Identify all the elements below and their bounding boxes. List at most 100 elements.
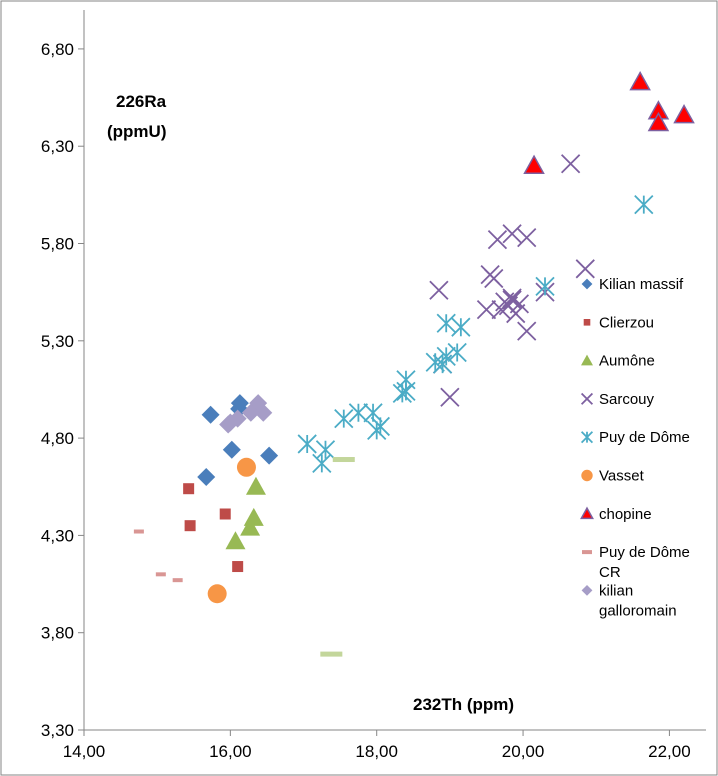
- data-point: [634, 194, 654, 215]
- data-point: [523, 154, 545, 175]
- legend-marker: [581, 469, 593, 482]
- series-5: [207, 457, 256, 604]
- y-tick-label: 6,80: [41, 40, 74, 59]
- data-point: [232, 561, 244, 573]
- data-point: [436, 313, 456, 333]
- data-point: [440, 387, 460, 407]
- x-tick-label: 16,00: [209, 742, 252, 761]
- legend-label: Aumône: [599, 353, 655, 370]
- x-tick-label: 22,00: [648, 742, 691, 761]
- data-point: [447, 342, 467, 363]
- y-tick-label: 4,30: [41, 526, 74, 545]
- y-tick-label: 5,30: [41, 332, 74, 351]
- data-point: [348, 403, 369, 423]
- y-axis-label-line2: (ppmU): [107, 122, 166, 141]
- data-point: [133, 529, 144, 534]
- data-point: [429, 280, 449, 300]
- legend-entry: Puy de Dôme: [580, 429, 690, 446]
- data-point: [432, 354, 453, 374]
- data-point: [367, 420, 387, 440]
- legend-label: Clierzou: [599, 314, 654, 331]
- legend-entry: Vasset: [581, 468, 645, 485]
- legend-label: Sarcouy: [599, 391, 655, 408]
- data-point: [320, 651, 343, 657]
- data-point: [484, 268, 504, 289]
- series-7: [133, 529, 183, 583]
- legend-marker: [581, 585, 593, 596]
- data-point: [155, 572, 166, 577]
- legend-entry: Puy de Dôme CR: [582, 544, 690, 581]
- legend-label: chopine: [599, 506, 652, 523]
- data-point: [219, 415, 238, 434]
- data-point: [184, 520, 196, 532]
- legend-entry: Sarcouy: [580, 391, 655, 408]
- legend-label-cont: CR: [599, 564, 621, 581]
- legend-marker: [580, 431, 594, 444]
- legend-label: kilian: [599, 582, 633, 599]
- data-point: [487, 229, 508, 250]
- data-point: [506, 303, 526, 324]
- series-6: [523, 70, 695, 175]
- legend-marker: [581, 354, 593, 366]
- data-point: [392, 383, 412, 403]
- y-tick-label: 5,80: [41, 235, 74, 254]
- data-point: [183, 483, 195, 495]
- legend-label: Kilian massif: [599, 276, 684, 293]
- legend: Kilian massif Clierzou Aumône Sarcouy Puy de…: [580, 276, 690, 619]
- legend-label: Puy de Dôme: [599, 544, 690, 561]
- y-tick-label: 3,30: [41, 721, 74, 740]
- series-9: [320, 457, 355, 657]
- legend-entry: kilian galloromain: [581, 582, 677, 619]
- data-point: [312, 453, 332, 474]
- data-point: [245, 476, 266, 495]
- data-point: [560, 154, 581, 174]
- data-point: [236, 457, 256, 477]
- series-3: [429, 154, 595, 407]
- series-2: [225, 476, 266, 550]
- legend-entry: Kilian massif: [581, 276, 684, 293]
- data-point: [172, 578, 183, 583]
- y-tick-label: 3,80: [41, 624, 74, 643]
- legend-marker: [580, 392, 594, 405]
- data-point: [254, 403, 273, 422]
- x-tick-label: 20,00: [502, 742, 545, 761]
- legend-marker: [580, 506, 594, 520]
- series-8: [219, 394, 273, 434]
- data-point: [535, 276, 555, 296]
- legend-label: Puy de Dôme: [599, 429, 690, 446]
- data-point: [222, 440, 241, 459]
- data-points: [133, 70, 695, 657]
- data-point: [297, 434, 317, 454]
- data-point: [240, 517, 261, 536]
- y-tick-label: 6,30: [41, 137, 74, 156]
- data-point: [225, 531, 246, 550]
- data-point: [332, 457, 355, 463]
- x-tick-label: 14,00: [63, 742, 106, 761]
- legend-marker: [581, 278, 593, 290]
- data-point: [517, 321, 537, 341]
- axes: 3,30 3,80 4,30 4,80 5,30 5,80 6,30 6,80 14,00 16,…: [41, 10, 706, 761]
- data-point: [451, 317, 471, 337]
- data-point: [219, 508, 231, 520]
- data-point: [334, 409, 354, 429]
- data-point: [201, 405, 220, 424]
- legend-label-cont: galloromain: [599, 602, 677, 619]
- x-tick-label: 18,00: [355, 742, 398, 761]
- legend-entry: Clierzou: [583, 314, 654, 331]
- y-axis-label-line1: 226Ra: [116, 92, 167, 111]
- legend-entry: Aumône: [581, 353, 655, 370]
- series-4: [297, 194, 654, 474]
- data-point: [629, 70, 651, 91]
- data-point: [575, 259, 595, 279]
- data-point: [197, 468, 216, 487]
- data-point: [207, 584, 227, 604]
- data-point: [315, 440, 336, 460]
- data-point: [502, 224, 522, 244]
- data-point: [476, 300, 497, 320]
- data-point: [673, 104, 695, 124]
- data-point: [647, 111, 670, 132]
- legend-marker: [582, 550, 592, 555]
- x-axis-label: 232Th (ppm): [413, 695, 514, 714]
